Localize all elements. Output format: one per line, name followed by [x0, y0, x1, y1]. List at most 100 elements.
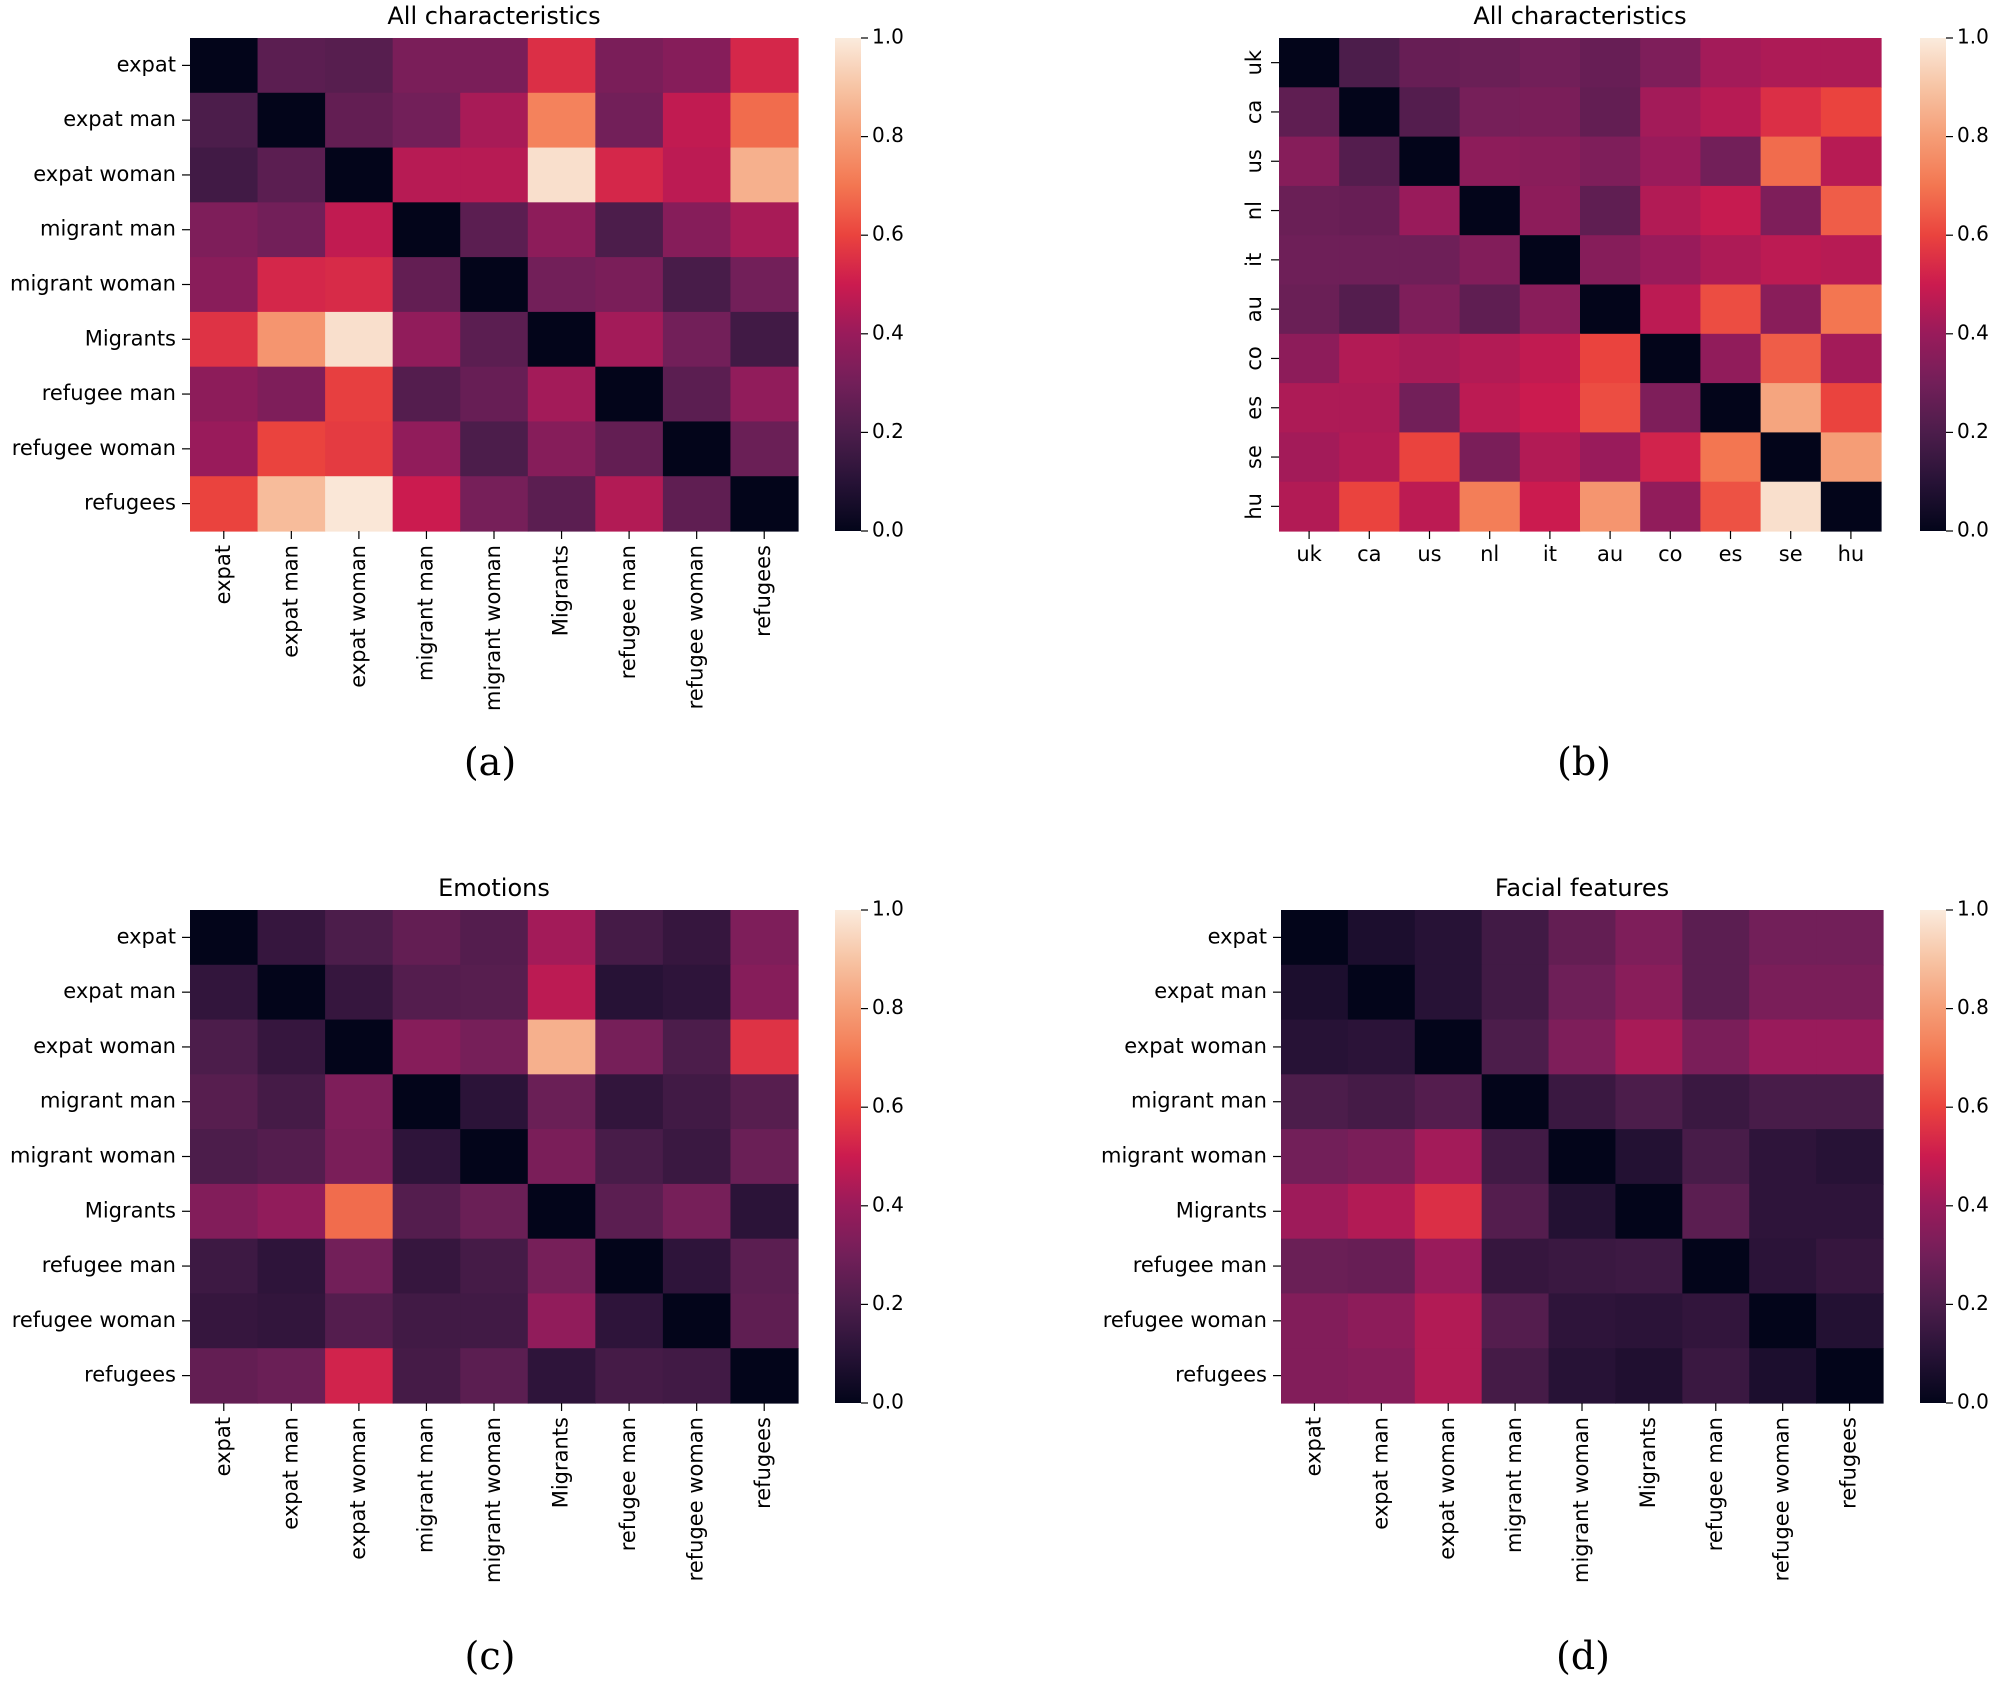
heatmap-cell	[1640, 38, 1701, 88]
heatmap-cell	[662, 1238, 732, 1295]
heatmap-cell	[1816, 964, 1884, 1021]
heatmap-cell	[1760, 284, 1822, 335]
heatmap-cell	[1519, 333, 1581, 384]
heatmap-cell	[1279, 38, 1340, 88]
x-tick-label: migrant man	[413, 1417, 437, 1553]
heatmap-cell	[730, 910, 799, 966]
heatmap-cell	[595, 1019, 664, 1075]
heatmap-cell	[1640, 481, 1701, 532]
heatmap-cell	[1615, 1293, 1683, 1349]
heatmap-cell	[527, 202, 596, 258]
heatmap-cell	[257, 147, 326, 203]
heatmap-cell	[190, 1293, 259, 1349]
heatmap-cell	[460, 1019, 529, 1075]
heatmap-cell	[1347, 910, 1416, 966]
heatmap-panel-d: Facial features expat expat man expat woman…	[999, 847, 1998, 1698]
heatmap-cell	[1580, 432, 1641, 483]
heatmap-cell	[460, 1293, 529, 1349]
heatmap-cell	[325, 421, 394, 477]
heatmap-cell	[1347, 1293, 1416, 1349]
y-tick-label: it	[1242, 253, 1266, 267]
heatmap-cell	[595, 1183, 664, 1240]
heatmap-cell	[1339, 383, 1400, 433]
y-tick-label: hu	[1242, 493, 1266, 520]
x-tick-label: us	[1417, 542, 1441, 566]
heatmap-cell	[257, 311, 326, 368]
heatmap-cell	[1347, 1019, 1416, 1075]
heatmap-cell	[1339, 136, 1400, 187]
heatmap-cell	[460, 1074, 529, 1130]
heatmap-cell	[325, 311, 394, 368]
heatmap-cell	[392, 1129, 461, 1185]
heatmap-cell	[730, 964, 799, 1021]
x-tick-label: expat man	[278, 545, 302, 658]
heatmap-cell	[460, 1129, 529, 1185]
heatmap-cell	[392, 1348, 461, 1404]
heatmap-cell	[1580, 481, 1641, 532]
y-tick-label: us	[1242, 149, 1266, 173]
heatmap-cell	[1580, 333, 1641, 384]
heatmap-cell	[257, 910, 326, 966]
heatmap-cell	[1481, 964, 1550, 1021]
heatmap-cell	[257, 421, 326, 477]
heatmap-cell	[460, 476, 529, 532]
heatmap-cell	[1399, 333, 1461, 384]
heatmap-cell	[1279, 481, 1340, 532]
heatmap-cell	[392, 1074, 461, 1130]
heatmap-cell	[325, 910, 394, 966]
colorbar-tick-label: 0.2	[1957, 1291, 1989, 1315]
heatmap-cell	[1414, 1074, 1483, 1130]
y-tick-label: refugee man	[42, 381, 176, 405]
heatmap-cell	[1760, 38, 1822, 88]
colorbar-tick-label: 0.6	[872, 1094, 904, 1118]
heatmap-cell	[1820, 432, 1882, 483]
colorbar	[1920, 910, 1946, 1403]
heatmap-cell	[1548, 1074, 1617, 1130]
heatmap-cell	[1414, 1183, 1483, 1240]
heatmap-cell	[1682, 1129, 1750, 1185]
heatmap-cell	[325, 1074, 394, 1130]
x-tick-label: refugee woman	[1770, 1417, 1794, 1581]
heatmap-cell	[1682, 1074, 1750, 1130]
heatmap-cell	[1615, 1074, 1683, 1130]
heatmap-cell	[1615, 1348, 1683, 1404]
x-tick-label: migrant woman	[481, 545, 505, 711]
x-tick-label: refugee woman	[684, 1417, 708, 1581]
heatmap-cell	[730, 147, 799, 203]
x-tick-label: Migrants	[1636, 1417, 1660, 1508]
heatmap-cell	[460, 202, 529, 258]
heatmap-cell	[1749, 1129, 1817, 1185]
heatmap-cell	[1615, 910, 1683, 966]
y-tick-label: expat	[117, 52, 176, 76]
heatmap-cell	[1281, 1019, 1349, 1075]
heatmap-cell	[1820, 481, 1882, 532]
heatmap-cell	[1279, 432, 1340, 483]
y-tick-label: expat	[117, 924, 176, 948]
y-tick-label: migrant woman	[1101, 1144, 1267, 1168]
y-tick-label: migrant man	[1131, 1089, 1267, 1113]
heatmap-cell	[730, 421, 799, 477]
heatmap-cell	[325, 257, 394, 313]
heatmap-cell	[1682, 1238, 1750, 1295]
heatmap-cell	[595, 964, 664, 1021]
heatmap-cell	[1399, 185, 1461, 236]
heatmap-cell	[1682, 910, 1750, 966]
x-tick-label: hu	[1838, 542, 1865, 566]
heatmap-cell	[595, 1074, 664, 1130]
heatmap-cell	[460, 311, 529, 368]
y-tick-label: migrant woman	[10, 272, 176, 296]
x-tick-label: co	[1658, 542, 1682, 566]
heatmap-cell	[1580, 136, 1641, 187]
heatmap-cell	[1548, 1019, 1617, 1075]
heatmap-cell	[595, 311, 664, 368]
x-tick-label: Migrants	[549, 545, 573, 636]
heatmap-cell	[1347, 1074, 1416, 1130]
chart-title: All characteristics	[387, 2, 600, 30]
y-tick-label: refugee woman	[1103, 1308, 1267, 1332]
x-tick-label: refugees	[751, 1417, 775, 1509]
heatmap-cell	[190, 257, 259, 313]
y-tick-label: uk	[1242, 49, 1266, 75]
x-tick-label: expat man	[1368, 1417, 1392, 1530]
heatmap-cell	[595, 1129, 664, 1185]
heatmap-cell	[662, 1129, 732, 1185]
